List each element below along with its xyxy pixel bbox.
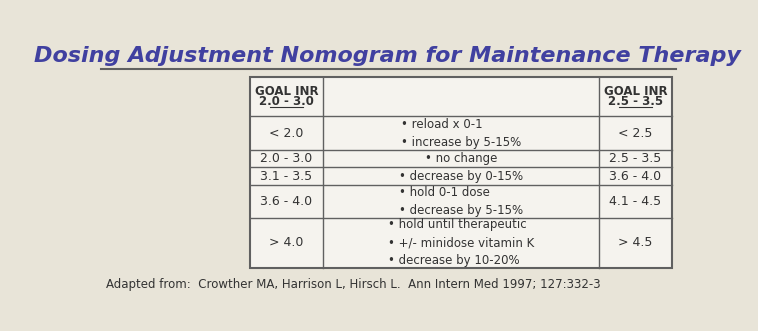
Text: > 4.0: > 4.0 xyxy=(269,236,304,250)
Text: 3.6 - 4.0: 3.6 - 4.0 xyxy=(261,195,312,208)
Text: • no change: • no change xyxy=(424,152,497,165)
Text: 4.1 - 4.5: 4.1 - 4.5 xyxy=(609,195,662,208)
Text: > 4.5: > 4.5 xyxy=(618,236,653,250)
Text: Dosing Adjustment Nomogram for Maintenance Therapy: Dosing Adjustment Nomogram for Maintenan… xyxy=(34,46,741,66)
Text: GOAL INR: GOAL INR xyxy=(603,85,667,98)
Text: GOAL INR: GOAL INR xyxy=(255,85,318,98)
Text: • decrease by 0-15%: • decrease by 0-15% xyxy=(399,170,523,183)
Text: < 2.5: < 2.5 xyxy=(618,127,653,140)
Text: 2.0 - 3.0: 2.0 - 3.0 xyxy=(261,152,313,165)
Text: 3.6 - 4.0: 3.6 - 4.0 xyxy=(609,170,662,183)
Text: 2.5 - 3.5: 2.5 - 3.5 xyxy=(608,95,663,109)
Text: 2.0 - 3.0: 2.0 - 3.0 xyxy=(259,95,314,109)
Text: 2.5 - 3.5: 2.5 - 3.5 xyxy=(609,152,662,165)
Text: • hold until therapeutic
• +/- minidose vitamin K
• decrease by 10-20%: • hold until therapeutic • +/- minidose … xyxy=(388,218,534,267)
Text: • hold 0-1 dose
• decrease by 5-15%: • hold 0-1 dose • decrease by 5-15% xyxy=(399,186,523,217)
Text: Adapted from:  Crowther MA, Harrison L, Hirsch L.  Ann Intern Med 1997; 127:332-: Adapted from: Crowther MA, Harrison L, H… xyxy=(105,278,600,291)
Text: < 2.0: < 2.0 xyxy=(269,127,304,140)
Bar xyxy=(249,77,672,268)
Text: • reload x 0-1
• increase by 5-15%: • reload x 0-1 • increase by 5-15% xyxy=(401,118,521,149)
Text: 3.1 - 3.5: 3.1 - 3.5 xyxy=(261,170,312,183)
